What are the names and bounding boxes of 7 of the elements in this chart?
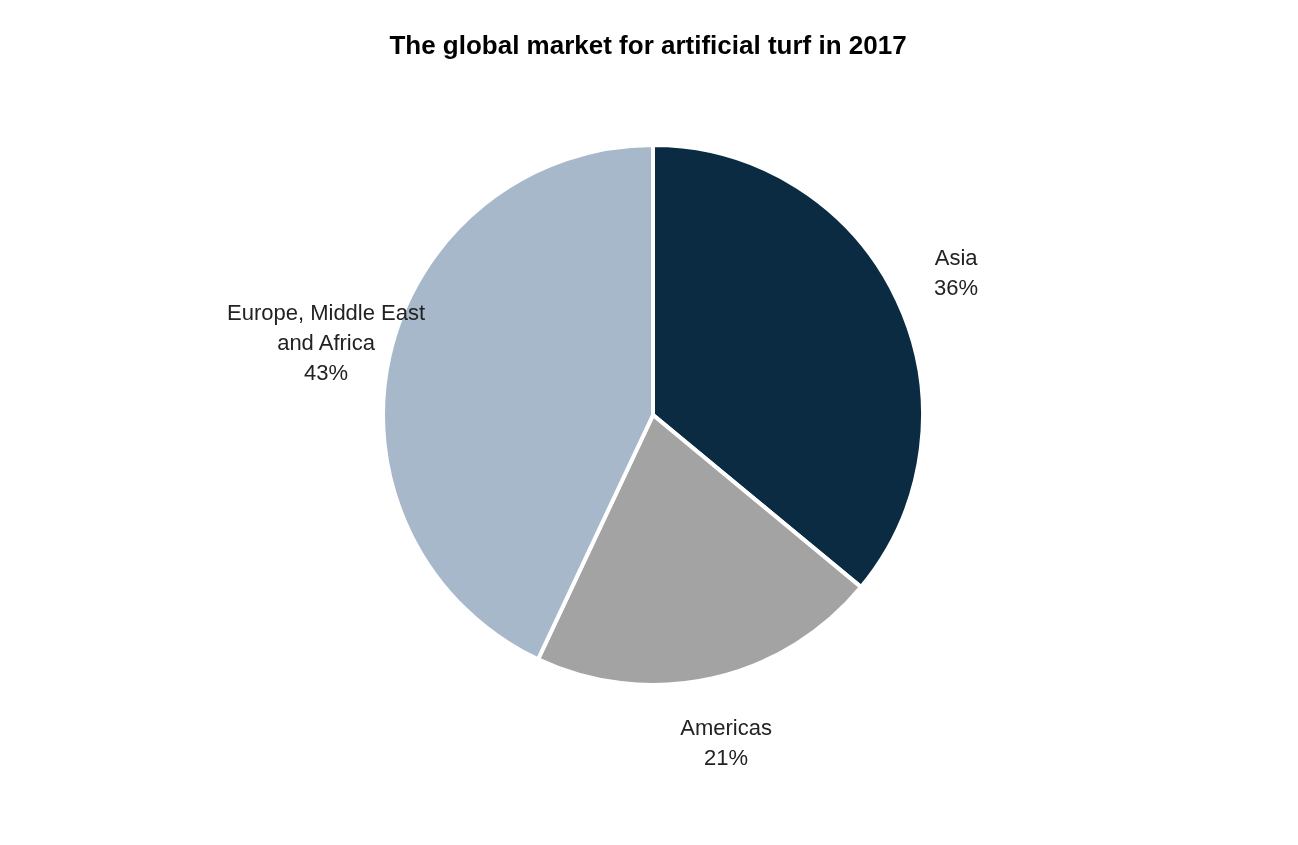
chart-title: The global market for artificial turf in 2017 <box>388 29 908 62</box>
data-label: 21% <box>704 744 749 770</box>
slice-label: Americas <box>680 714 772 740</box>
slice-label: Asia <box>934 244 979 270</box>
slice-label: Europe, Middle East and Africa <box>227 299 426 355</box>
data-label: 43% <box>304 359 349 385</box>
data-label: 36% <box>934 274 979 300</box>
